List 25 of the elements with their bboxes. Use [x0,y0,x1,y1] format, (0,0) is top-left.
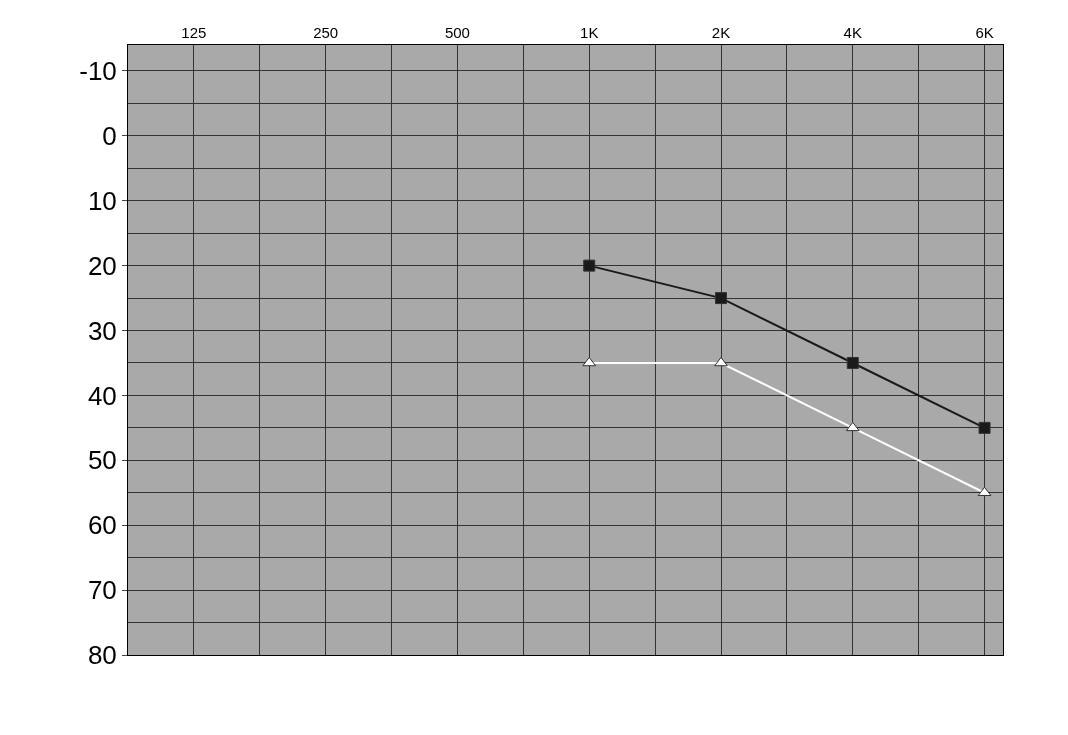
point [715,292,727,305]
x-tick-label: 6K [975,24,994,41]
y-tick-label: 0 [102,120,117,151]
x-tick-label: 125 [181,24,207,41]
point [582,356,597,367]
y-tick-label: -10 [79,56,117,87]
y-tick-label: 60 [87,510,117,541]
y-tick-label: 70 [87,575,117,606]
point [977,486,992,497]
x-tick-label: 500 [444,24,470,41]
x-tick-label: 2K [711,24,731,41]
y-tick-label: 20 [87,250,117,281]
x-tick-label: 4K [843,24,862,41]
point [583,259,596,272]
point [845,421,860,432]
y-tick-label: 30 [87,315,117,346]
point [846,356,859,369]
y-tick-label: 80 [87,640,117,671]
x-tick-label: 250 [313,24,339,41]
point [978,421,991,434]
y-tick-label: 50 [87,445,117,476]
y-tick-label: 10 [87,185,117,216]
y-tick-label: 40 [87,380,117,411]
point [714,356,728,367]
x-tick-label: 1K [580,24,599,41]
